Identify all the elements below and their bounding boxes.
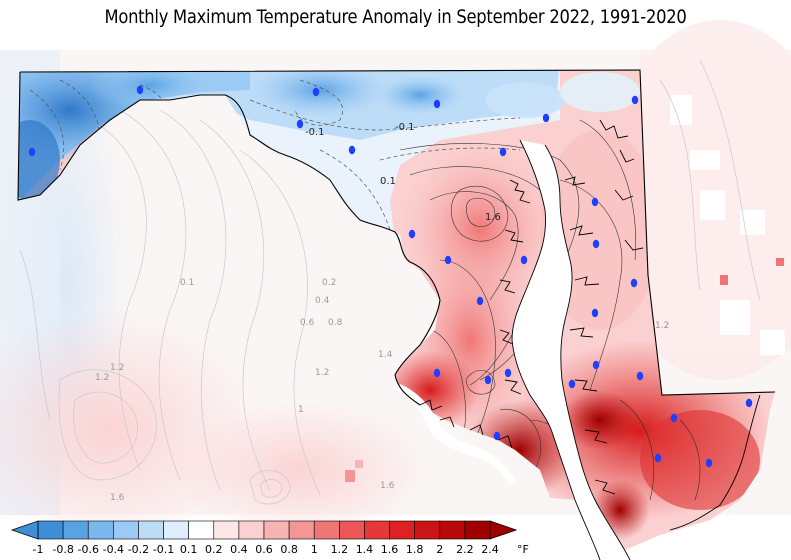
colorbar-box: [464, 520, 491, 540]
station-marker: [493, 431, 501, 441]
colorbar-tick-label: 1.4: [356, 543, 374, 556]
colorbar-high-arrow: [489, 520, 518, 540]
colorbar-box: [62, 520, 89, 540]
station-marker: [312, 87, 320, 97]
colorbar-tick-label: -0.4: [103, 543, 124, 556]
station-marker: [444, 255, 452, 265]
colorbar-box: [138, 520, 164, 540]
contour-label: 1.6: [110, 493, 125, 503]
potomac-river: [395, 384, 515, 485]
colorbar-tick-label: 1.2: [331, 543, 349, 556]
station-marker: [591, 308, 599, 318]
contour-label: -0.1: [305, 127, 325, 138]
colorbar-tick-label: 1.8: [406, 543, 424, 556]
station-marker: [484, 375, 492, 385]
station-marker: [705, 458, 713, 468]
station-marker: [592, 239, 600, 249]
station-marker: [136, 85, 144, 95]
station-marker: [591, 197, 599, 207]
colorbar-tick-label: 0.6: [255, 543, 273, 556]
bay-shoreline: [419, 119, 761, 560]
colorbar-box: [213, 520, 240, 540]
station-marker: [348, 145, 356, 155]
colorbar-box: [414, 520, 441, 540]
contour-label: 0.1: [380, 176, 396, 187]
colorbar-box: [188, 520, 215, 540]
contour-label: 1.2: [315, 368, 329, 378]
station-marker: [504, 368, 512, 378]
contour-label: 0.4: [315, 296, 330, 306]
contour-labels: -0.1 0.1 -0.1 1.6 0.1 0.2 0.4 0.6 0.8 1.…: [95, 122, 669, 503]
station-marker: [670, 413, 678, 423]
colorbar-box: [87, 520, 114, 540]
contour-label: 1.2: [110, 363, 124, 373]
station-marker: [476, 296, 484, 306]
station-marker: [433, 99, 441, 109]
colorbar-box: [389, 520, 415, 540]
colorbar-tick-label: 2: [436, 543, 443, 556]
station-marker: [592, 360, 600, 370]
station-marker: [636, 371, 644, 381]
station-marker: [631, 95, 639, 105]
contour-label: 1: [298, 405, 304, 415]
colorbar-tick-labels: -1 -0.8 -0.6 -0.4 -0.2 -0.1 0.1 0.2 0.4 0.6 0.8 1 1.…: [33, 543, 499, 556]
colorbar-tick-label: 2.4: [481, 543, 499, 556]
outer-contours: [19, 59, 761, 505]
map-title: Monthly Maximum Temperature Anomaly in S…: [104, 6, 687, 28]
station-marker: [433, 368, 441, 378]
colorbar-box: [263, 520, 290, 540]
station-marker: [408, 229, 416, 239]
contour-label: -0.1: [395, 122, 415, 133]
colorbar-unit: °F: [517, 543, 529, 556]
colorbar-box: [364, 520, 390, 540]
colorbar-boxes: [37, 520, 491, 540]
station-marker: [568, 379, 576, 389]
colorbar-box: [163, 520, 189, 540]
station-marker: [520, 255, 528, 265]
colorbar-box: [288, 520, 315, 540]
colorbar-box: [439, 520, 466, 540]
contour-label: 0.8: [328, 318, 343, 328]
colorbar-tick-label: 0.1: [180, 543, 198, 556]
colorbar-tick-label: 2.2: [456, 543, 474, 556]
chesapeake-bay: [512, 140, 630, 560]
colorbar-tick-label: -0.8: [52, 543, 73, 556]
colorbar-tick-label: 1.6: [381, 543, 399, 556]
station-marker: [28, 147, 36, 157]
colorbar-low-arrow: [10, 520, 39, 540]
colorbar-box: [238, 520, 265, 540]
station-markers: [28, 85, 753, 468]
colorbar-box: [313, 520, 340, 540]
station-marker: [745, 398, 753, 408]
colorbar-box: [113, 520, 139, 540]
station-marker: [499, 147, 507, 157]
station-marker: [542, 113, 550, 123]
colorbar-tick-label: 0.4: [230, 543, 248, 556]
colorbar: -1 -0.8 -0.6 -0.4 -0.2 -0.1 0.1 0.2 0.4 0.6 0.8 1 1.…: [10, 520, 529, 556]
colorbar-tick-label: -0.1: [153, 543, 174, 556]
contour-label: 1.2: [655, 321, 669, 331]
contour-label: 1.6: [380, 481, 395, 491]
colorbar-box: [37, 520, 64, 540]
colorbar-tick-label: -1: [33, 543, 44, 556]
contour-label: 0.1: [180, 278, 194, 288]
contour-label: 1.6: [485, 212, 501, 223]
contour-label: 0.2: [322, 278, 336, 288]
station-marker: [296, 119, 304, 129]
colorbar-tick-label: 1: [311, 543, 318, 556]
colorbar-box: [339, 520, 365, 540]
colorbar-tick-label: -0.2: [128, 543, 149, 556]
contour-label: 1.4: [378, 350, 393, 360]
state-border: [17, 69, 776, 406]
colorbar-tick-label: 0.2: [205, 543, 223, 556]
station-marker: [630, 278, 638, 288]
contour-label: 0.6: [300, 318, 315, 328]
station-marker: [654, 453, 662, 463]
colorbar-tick-label: -0.6: [77, 543, 98, 556]
colorbar-tick-label: 0.8: [280, 543, 298, 556]
contour-label: 1.2: [95, 373, 109, 383]
